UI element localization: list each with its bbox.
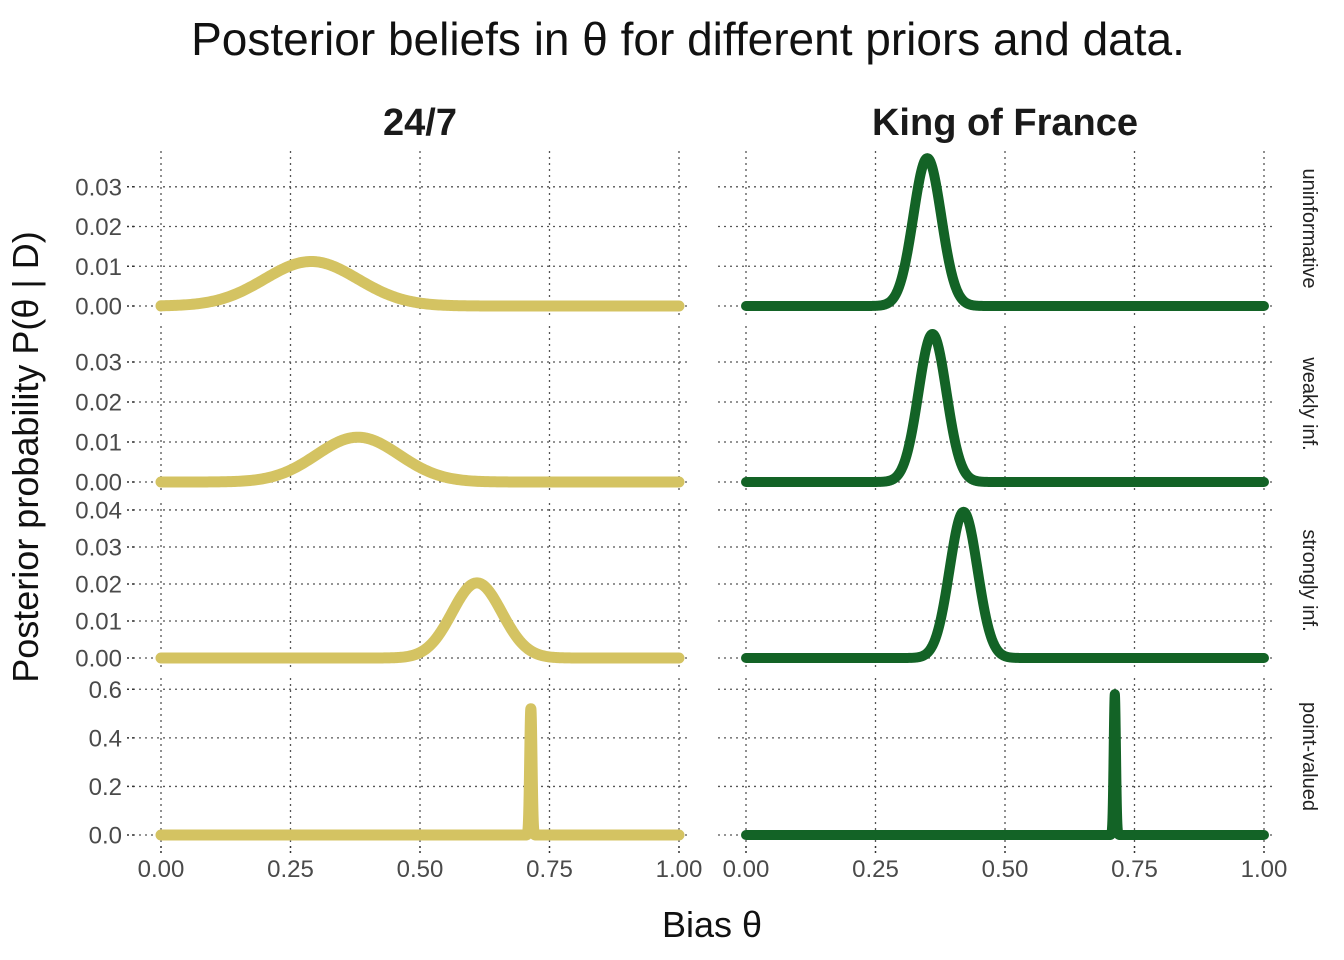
y-tick-label-weakly-inf-0: 0.00 <box>75 470 122 497</box>
series-line-king-of-france-strongly-inf <box>741 506 1269 663</box>
y-tick-label-point-valued-1: 0.2 <box>89 774 122 801</box>
x-tick-label-king-of-france-2: 0.50 <box>982 856 1029 883</box>
x-axis-label: Bias θ <box>662 904 762 945</box>
x-tick-label-24-7-1: 0.25 <box>267 856 314 883</box>
x-tick-label-24-7-3: 0.75 <box>526 856 573 883</box>
x-tick-label-king-of-france-3: 0.75 <box>1111 856 1158 883</box>
y-tick-label-uninformative-2: 0.02 <box>75 214 122 241</box>
y-tick-label-uninformative-0: 0.00 <box>75 294 122 321</box>
series-line-24-7-weakly-inf <box>155 431 685 488</box>
y-tick-label-strongly-inf-1: 0.01 <box>75 608 122 635</box>
row-strip-weakly-inf: weakly inf. <box>1298 356 1320 450</box>
y-tick-label-point-valued-0: 0.0 <box>89 823 122 850</box>
row-strip-uninformative: uninformative <box>1298 168 1320 288</box>
y-tick-label-weakly-inf-2: 0.02 <box>75 390 122 417</box>
y-tick-label-weakly-inf-1: 0.01 <box>75 430 122 457</box>
y-tick-label-point-valued-3: 0.6 <box>89 677 122 704</box>
series-line-24-7-uninformative <box>155 256 685 312</box>
y-axis-label: Posterior probability P(θ | D) <box>5 231 46 683</box>
y-tick-label-point-valued-2: 0.4 <box>89 725 122 752</box>
x-tick-label-24-7-0: 0.00 <box>138 856 185 883</box>
y-tick-label-uninformative-3: 0.03 <box>75 174 122 201</box>
y-tick-label-strongly-inf-2: 0.02 <box>75 571 122 598</box>
y-tick-label-weakly-inf-3: 0.03 <box>75 350 122 377</box>
series-line-24-7-point-valued <box>155 703 685 841</box>
x-tick-label-king-of-france-4: 1.00 <box>1241 856 1288 883</box>
series-line-king-of-france-weakly-inf <box>741 329 1269 487</box>
chart-title: Posterior beliefs in θ for different pri… <box>191 13 1185 65</box>
y-tick-label-strongly-inf-0: 0.00 <box>75 646 122 673</box>
column-strip-king-of-france: King of France <box>872 102 1138 144</box>
column-strip-24-7: 24/7 <box>383 102 457 144</box>
y-tick-label-strongly-inf-3: 0.03 <box>75 534 122 561</box>
y-tick-label-uninformative-1: 0.01 <box>75 254 122 281</box>
series-line-king-of-france-point-valued <box>741 689 1269 840</box>
x-tick-label-24-7-2: 0.50 <box>397 856 444 883</box>
x-tick-label-king-of-france-1: 0.25 <box>852 856 899 883</box>
series-line-24-7-strongly-inf <box>155 577 685 664</box>
row-strip-strongly-inf: strongly inf. <box>1298 529 1320 631</box>
x-tick-label-king-of-france-0: 0.00 <box>723 856 770 883</box>
y-tick-label-strongly-inf-4: 0.04 <box>75 497 122 524</box>
row-strip-point-valued: point-valued <box>1298 702 1320 811</box>
facet-panels: 0.00 0.01 0.02 0.03 uninformative 0.00 0.01 0.0… <box>75 151 1320 883</box>
x-tick-label-24-7-4: 1.00 <box>656 856 703 883</box>
series-line-king-of-france-uninformative <box>741 153 1269 311</box>
